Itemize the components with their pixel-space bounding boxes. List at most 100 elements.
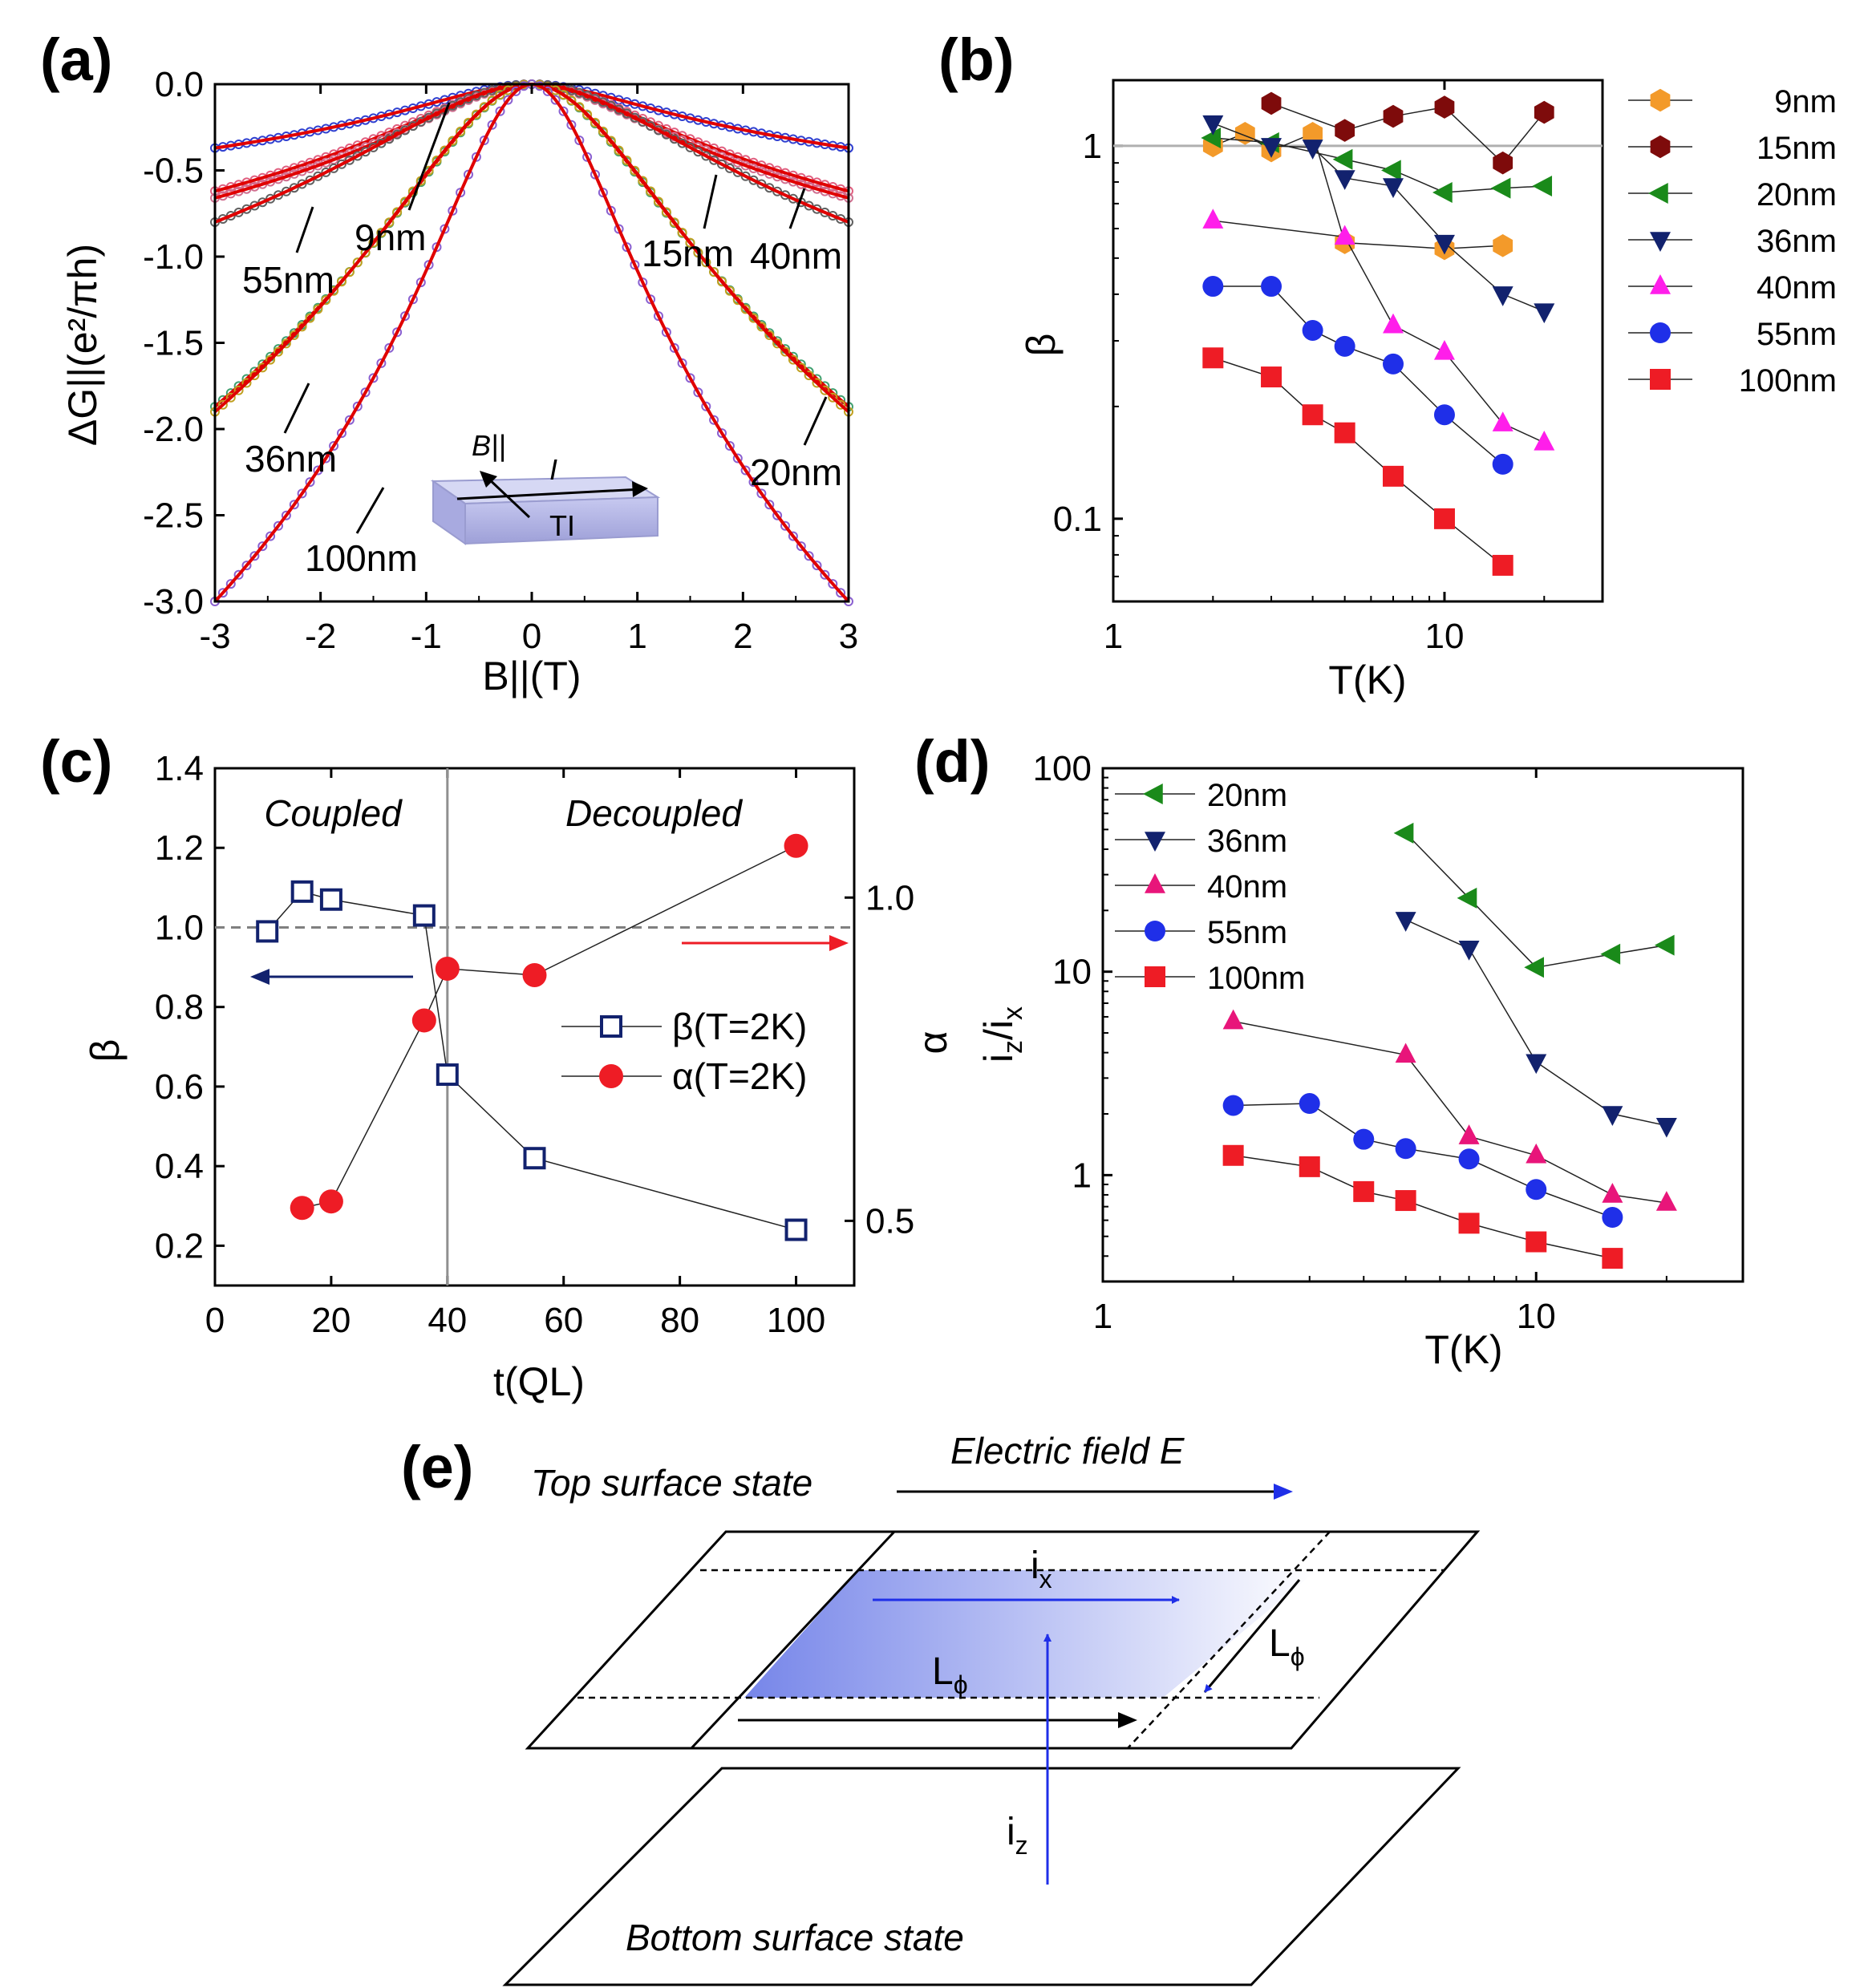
data-point-55nm <box>724 163 735 173</box>
data-point-100nm <box>1492 554 1513 576</box>
data-point-55nm <box>289 183 299 193</box>
data-point-100nm <box>756 488 767 499</box>
x-tick-label: 0 <box>522 617 541 656</box>
field-arrow-head <box>1274 1484 1293 1500</box>
chart-d-axes: 1 10 1 10 100 <box>1033 749 1667 1336</box>
coherence-region <box>744 1570 1317 1698</box>
chart-c-ylabel: β <box>83 1039 128 1063</box>
svg-text:iz/ix: iz/ix <box>976 1006 1028 1063</box>
legend-label-15nm: 15nm <box>1757 131 1837 166</box>
annotation-leader <box>355 487 385 534</box>
data-point-β(T=2K) <box>319 888 342 911</box>
y-tick-label: 1.4 <box>155 749 204 788</box>
chart-c-legend: β(T=2K) α(T=2K) <box>561 1006 807 1097</box>
ti-slab-front <box>464 496 658 545</box>
series-line-40nm <box>1233 1020 1667 1204</box>
ix-label-main: i <box>1031 1545 1039 1587</box>
data-point-100nm <box>1302 404 1323 426</box>
data-point-36nm <box>241 378 252 388</box>
data-point-55nm <box>693 147 703 157</box>
legend-label-55nm: 55nm <box>1207 915 1287 950</box>
data-point-36nm <box>614 145 624 156</box>
data-point-100nm <box>732 453 743 464</box>
bottom-surface-plane <box>502 1767 1461 1986</box>
field-arrow-head <box>480 471 497 488</box>
data-point-36nm <box>693 248 703 257</box>
x-tick-label: 80 <box>660 1301 699 1340</box>
data-point-36nm <box>772 338 783 349</box>
legend-label-40nm: 40nm <box>1207 869 1287 905</box>
y-tick-label: -1.5 <box>143 324 204 363</box>
data-point-15nm <box>1261 91 1282 115</box>
series-line-100nm <box>1213 357 1504 566</box>
data-point-36nm <box>1334 170 1355 190</box>
panel-label-c: (c) <box>40 728 112 795</box>
data-point-55nm <box>274 190 283 200</box>
chart-a-annotations: 9nm 15nm 40nm 55nm 36nm 20nm 100nm <box>242 102 842 579</box>
data-point-36nm <box>732 295 743 306</box>
annotation-leader <box>703 174 718 229</box>
data-point-100nm <box>820 569 830 580</box>
data-point-36nm <box>1433 234 1455 255</box>
legend-label-20nm: 20nm <box>1757 177 1837 213</box>
data-point-36nm <box>360 248 371 257</box>
data-point-55nm <box>669 134 679 144</box>
x-tick-label: 1 <box>1104 617 1123 656</box>
data-point-55nm <box>606 100 616 111</box>
data-point-36nm <box>440 145 450 156</box>
data-point-36nm <box>574 102 585 112</box>
data-point-100nm <box>693 387 703 398</box>
current-arrow-head <box>632 481 648 497</box>
data-point-100nm <box>392 327 403 338</box>
chart-c-frame <box>213 767 856 1287</box>
beta-axis-arrow-head <box>250 969 269 985</box>
data-point-36nm <box>582 109 593 119</box>
chart-a-xlabel: B||(T) <box>482 654 581 698</box>
data-point-36nm <box>669 217 679 228</box>
data-point-20nm <box>1532 176 1553 197</box>
data-point-55nm <box>1433 404 1455 426</box>
data-point-55nm <box>1458 1148 1480 1170</box>
data-point-100nm <box>1299 1156 1320 1177</box>
chart-c: 0 20 40 60 80 1000.20.40.60.81.01.21.40.51.0 … <box>83 749 955 1404</box>
data-point-55nm <box>630 112 640 123</box>
data-point-100nm <box>305 477 315 488</box>
data-point-100nm <box>788 531 798 541</box>
fit-curve-15nm <box>214 83 849 193</box>
y-tick-label: 0.6 <box>155 1067 204 1107</box>
data-point-55nm <box>622 108 632 119</box>
data-point-55nm <box>1395 1138 1416 1160</box>
data-point-36nm <box>820 385 830 395</box>
chart-a-inset: B|| I TI <box>430 429 661 545</box>
alpha-axis-arrow-head <box>829 935 849 951</box>
current-arrow-line <box>456 488 642 500</box>
y-tick-label: 1 <box>1072 1156 1092 1195</box>
legend-marker-β(T=2K) <box>600 1015 622 1038</box>
data-point-100nm <box>511 86 521 96</box>
data-point-36nm <box>297 322 307 332</box>
chart-c-axes: 0 20 40 60 80 100 0.2 0.4 0.6 0.8 1.0 1.2 1.4 0.5 1.0 <box>155 749 914 1340</box>
ix-label-sub: x <box>1039 1565 1052 1593</box>
data-point-100nm <box>590 169 600 180</box>
chart-b-series <box>1201 91 1555 576</box>
data-point-55nm <box>423 112 434 123</box>
data-point-100nm <box>289 500 299 510</box>
ylabel-z: z <box>998 1040 1028 1054</box>
legend-label-β(T=2K): β(T=2K) <box>672 1006 807 1047</box>
data-point-36nm <box>724 285 735 296</box>
ylabel-i1: i <box>976 1054 1021 1063</box>
chart-a-ylabel: ΔG||(e²/πh) <box>60 244 105 446</box>
data-point-40nm <box>1655 1191 1677 1211</box>
y-tick-label: 1 <box>1083 127 1102 166</box>
data-point-20nm <box>1432 181 1453 203</box>
data-point-100nm <box>407 294 418 305</box>
data-point-55nm <box>1353 1128 1375 1150</box>
series-line-36nm <box>1213 122 1545 312</box>
x-tick-label: 1 <box>1093 1297 1112 1336</box>
data-point-β(T=2K) <box>523 1147 546 1170</box>
lphi-horizontal-arrow-head <box>1118 1712 1137 1728</box>
data-point-100nm <box>1382 465 1404 487</box>
data-point-100nm <box>368 373 379 383</box>
data-point-55nm <box>756 179 767 189</box>
legend-label-40nm: 40nm <box>1757 270 1837 306</box>
